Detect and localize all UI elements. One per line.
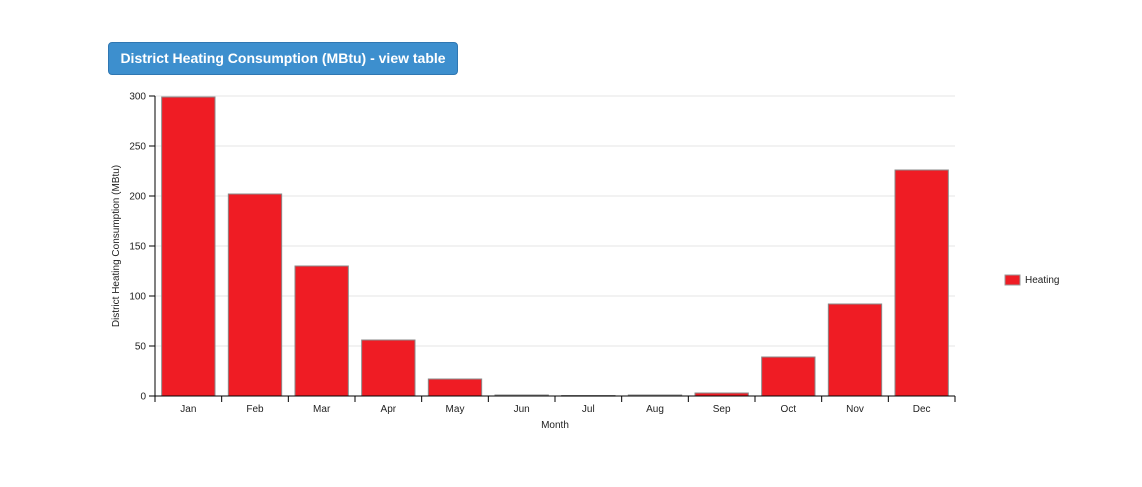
y-tick-label: 0 (140, 392, 146, 403)
x-tick-label: Aug (646, 404, 664, 415)
x-tick-label: Mar (313, 404, 331, 415)
y-tick-label: 100 (129, 292, 146, 303)
x-tick-label: May (446, 404, 465, 415)
y-tick-label: 200 (129, 192, 146, 203)
x-tick-label: Sep (713, 404, 731, 415)
bar-may[interactable] (427, 378, 483, 397)
x-tick-label: Dec (913, 404, 931, 415)
y-tick-label: 300 (129, 92, 146, 103)
y-tick-label: 150 (129, 242, 146, 253)
x-tick-label: Jun (514, 404, 530, 415)
bar-feb[interactable] (227, 193, 283, 397)
bar-apr[interactable] (361, 339, 416, 397)
x-axis: Jan Feb Mar Apr May Jun Jul Aug Sep Oct Nov Dec (154, 395, 956, 415)
legend-label-heating: Heating (1025, 275, 1059, 286)
x-tick-label: Jul (582, 404, 595, 415)
y-axis-title: District Heating Consumption (MBtu) (111, 165, 122, 327)
x-tick-label: Nov (846, 404, 864, 415)
bar-jan[interactable] (161, 96, 216, 397)
x-tick-label: Feb (246, 404, 264, 415)
legend: Heating (1004, 274, 1059, 286)
chart-title-button[interactable]: District Heating Consumption (MBtu) - vi… (108, 42, 458, 75)
bar-oct[interactable] (761, 356, 816, 397)
y-axis: 0 50 100 150 200 250 300 (129, 92, 156, 403)
x-tick-label: Oct (781, 404, 797, 415)
legend-swatch-heating (1004, 274, 1021, 286)
x-axis-title: Month (541, 420, 569, 431)
y-tick-label: 250 (129, 142, 146, 153)
bar-nov[interactable] (827, 303, 883, 397)
bar-dec[interactable] (894, 169, 949, 397)
x-tick-label: Apr (381, 404, 397, 415)
bars (161, 96, 949, 397)
y-tick-label: 50 (135, 342, 147, 353)
x-tick-label: Jan (180, 404, 196, 415)
bar-mar[interactable] (294, 265, 349, 397)
